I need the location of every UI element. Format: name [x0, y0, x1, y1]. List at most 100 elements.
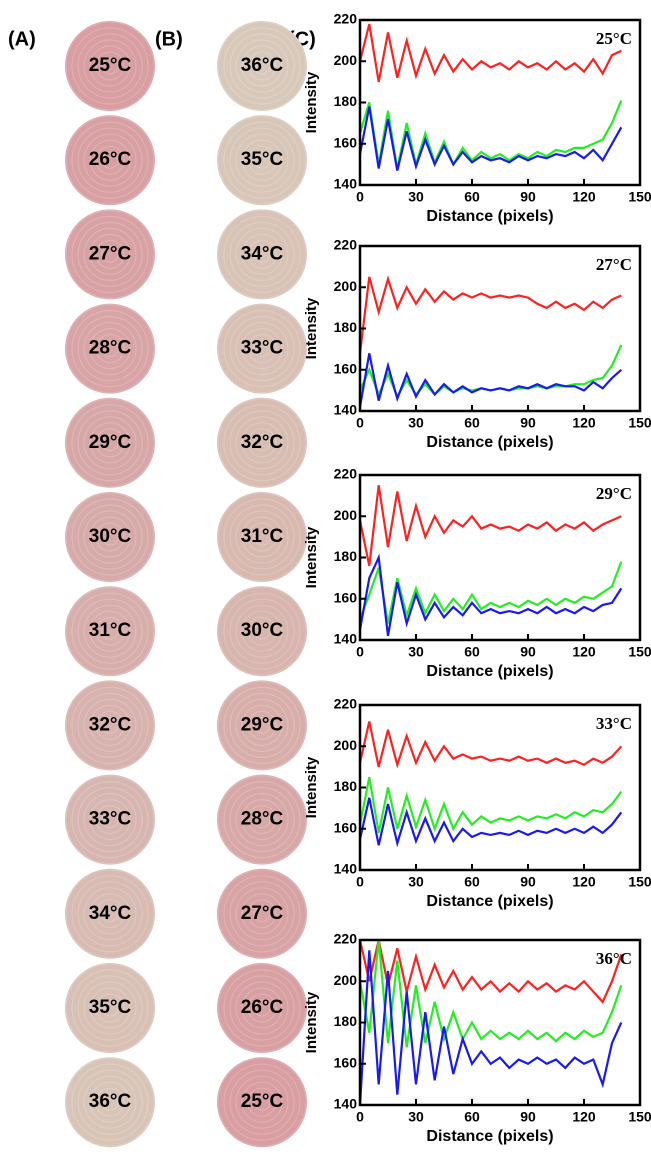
- disc-ring: [77, 786, 143, 853]
- disc-ring: [71, 215, 149, 293]
- disc-ring: [253, 810, 271, 829]
- disc-ring: [101, 810, 119, 829]
- disc-ring: [229, 786, 295, 853]
- disc-ring: [217, 1057, 307, 1147]
- panel-label: (A): [8, 28, 36, 50]
- disc-ring: [65, 115, 155, 205]
- annotation: 29°C: [596, 484, 632, 503]
- x-tick-label: 120: [572, 874, 596, 890]
- disc-ring: [223, 404, 301, 482]
- disc-ring: [71, 969, 149, 1047]
- disc-ring: [77, 221, 143, 287]
- disc-ring: [247, 522, 277, 552]
- disc-ring: [77, 692, 143, 759]
- disc-ring: [89, 45, 131, 87]
- disc-ring: [101, 528, 119, 546]
- disc-label: 26°C: [89, 149, 132, 170]
- disc-ring: [89, 233, 131, 275]
- y-tick-label: 200: [334, 737, 358, 753]
- disc-label: 29°C: [89, 432, 132, 453]
- y-tick-label: 200: [334, 507, 358, 523]
- disc-ring: [235, 322, 289, 376]
- disc-ring: [229, 881, 295, 947]
- disc-ring: [241, 328, 283, 370]
- disc-ring: [217, 963, 307, 1053]
- disc-label: 32°C: [241, 432, 284, 453]
- x-tick-label: 30: [408, 874, 424, 890]
- disc-ring: [247, 993, 277, 1023]
- disc-ring: [71, 121, 149, 199]
- disc-ring: [241, 798, 283, 841]
- y-tick-label: 180: [334, 778, 358, 794]
- series-line: [360, 553, 623, 637]
- sample-disc: [217, 492, 307, 582]
- disc-ring: [65, 586, 155, 676]
- disc-ring: [247, 899, 277, 929]
- x-tick-label: 60: [464, 415, 480, 431]
- panel-label: (B): [155, 28, 183, 50]
- disc-ring: [223, 27, 301, 105]
- x-tick-label: 150: [628, 874, 651, 890]
- disc-ring: [217, 398, 307, 488]
- disc-ring: [253, 57, 271, 75]
- y-tick-label: 220: [334, 466, 358, 482]
- disc-ring: [235, 510, 289, 564]
- disc-ring: [95, 428, 125, 458]
- disc-ring: [89, 139, 131, 181]
- disc-ring: [89, 1081, 131, 1123]
- disc-ring: [241, 45, 283, 87]
- disc-ring: [89, 987, 131, 1029]
- disc-ring: [235, 133, 289, 187]
- disc-ring: [65, 21, 155, 111]
- disc-ring: [89, 328, 131, 370]
- sample-disc: [217, 209, 307, 300]
- disc-ring: [229, 598, 295, 664]
- disc-ring: [223, 780, 301, 859]
- disc-ring: [241, 610, 283, 652]
- disc-ring: [95, 522, 125, 552]
- sample-disc: [217, 21, 307, 111]
- y-tick-label: 200: [334, 972, 358, 988]
- disc-ring: [229, 221, 295, 287]
- disc-ring: [229, 410, 295, 476]
- disc-ring: [89, 610, 131, 652]
- series-line: [360, 353, 623, 408]
- x-tick-label: 0: [356, 189, 364, 205]
- y-tick-label: 200: [334, 278, 358, 294]
- sample-disc: [65, 868, 155, 959]
- disc-ring: [71, 404, 149, 482]
- x-tick-label: 0: [356, 874, 364, 890]
- x-tick-label: 60: [464, 644, 480, 660]
- disc-label: 36°C: [241, 55, 284, 76]
- disc-ring: [241, 1081, 283, 1123]
- y-axis-label: Intensity: [303, 297, 320, 359]
- x-tick-label: 30: [408, 644, 424, 660]
- disc-ring: [83, 887, 137, 941]
- disc-ring: [65, 869, 155, 959]
- x-axis-label: Distance (pixels): [426, 1128, 553, 1145]
- disc-ring: [101, 905, 119, 923]
- disc-ring: [83, 133, 137, 187]
- x-axis-label: Distance (pixels): [426, 434, 553, 451]
- disc-ring: [101, 57, 119, 75]
- y-axis-label: Intensity: [303, 71, 320, 133]
- disc-ring: [71, 1063, 149, 1141]
- x-tick-label: 150: [628, 1109, 651, 1125]
- x-tick-label: 90: [520, 874, 536, 890]
- disc-ring: [253, 622, 271, 640]
- disc-ring: [247, 239, 277, 269]
- sample-disc: [217, 774, 307, 865]
- disc-ring: [223, 1063, 301, 1141]
- x-tick-label: 150: [628, 189, 651, 205]
- disc-ring: [235, 39, 289, 93]
- disc-ring: [235, 604, 289, 658]
- disc-label: 33°C: [241, 338, 284, 359]
- disc-label: 28°C: [89, 338, 132, 359]
- disc-ring: [223, 215, 301, 293]
- disc-ring: [217, 774, 307, 865]
- sample-disc: [217, 586, 307, 677]
- disc-ring: [101, 622, 119, 640]
- disc-ring: [77, 1069, 143, 1135]
- disc-ring: [83, 322, 137, 376]
- sample-disc: [65, 21, 155, 111]
